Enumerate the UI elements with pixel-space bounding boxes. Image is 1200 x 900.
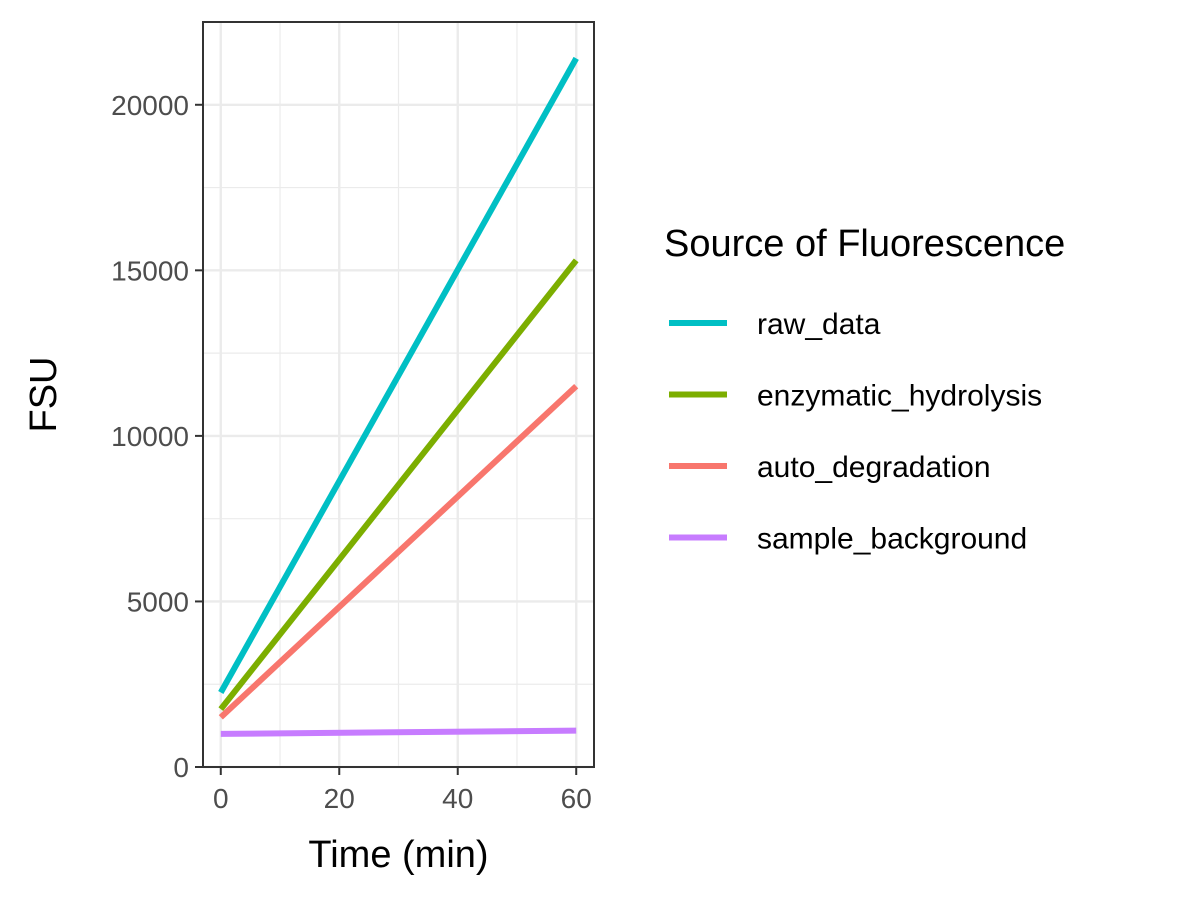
series-line-raw-data <box>218 56 579 694</box>
y-tick-label: 10000 <box>111 421 189 452</box>
x-axis-title: Time (min) <box>308 834 488 876</box>
x-tick-label: 20 <box>324 783 355 814</box>
series-line-enzymatic-hydrolysis <box>218 258 579 711</box>
y-tick-label: 20000 <box>111 90 189 121</box>
series-line-auto-degradation <box>218 384 579 720</box>
grid <box>203 22 594 769</box>
plot-panel-border <box>202 21 595 768</box>
legend-label-raw-data: raw_data <box>757 308 881 341</box>
x-tick-label: 0 <box>213 783 229 814</box>
legend-label-auto-degradation: auto_degradation <box>757 451 991 484</box>
legend-title: Source of Fluorescence <box>664 223 1065 265</box>
series-line-sample-background <box>220 727 577 737</box>
y-tick-label: 5000 <box>127 586 189 617</box>
y-axis-title: FSU <box>23 357 65 433</box>
y-tick-label: 15000 <box>111 255 189 286</box>
legend-label-enzymatic-hydrolysis: enzymatic_hydrolysis <box>757 380 1042 413</box>
legend: Source of Fluorescence raw_data enzymatic… <box>664 223 1065 556</box>
series-lines <box>218 56 579 737</box>
y-tick-label: 0 <box>173 752 189 783</box>
legend-label-sample-background: sample_background <box>757 523 1027 556</box>
axes: 0 5000 10000 15000 20000 0 20 40 60 <box>111 90 592 814</box>
x-tick-label: 40 <box>442 783 473 814</box>
x-tick-label: 60 <box>561 783 592 814</box>
